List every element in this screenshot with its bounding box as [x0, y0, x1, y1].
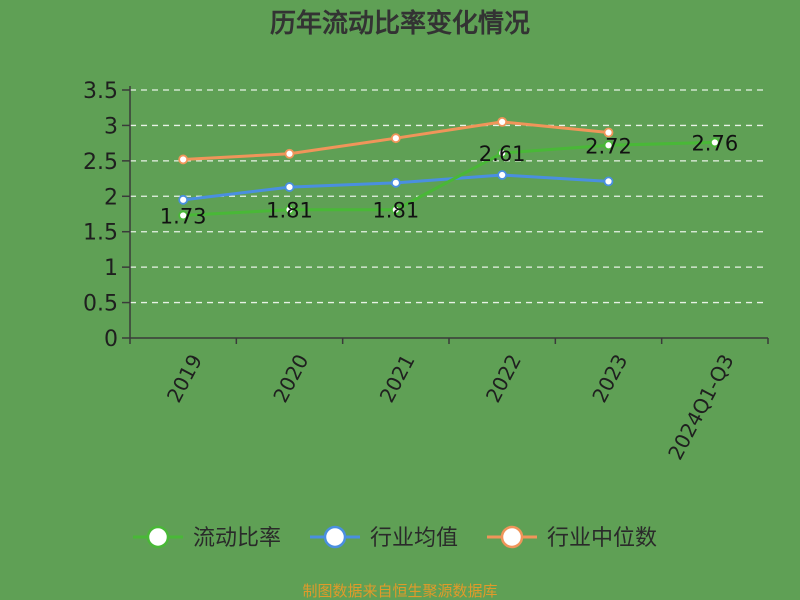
data-point: [603, 127, 614, 138]
data-point: [497, 116, 508, 127]
legend-item: 行业中位数: [487, 525, 657, 551]
data-point: [178, 194, 189, 205]
legend-label: 流动比率: [193, 526, 281, 551]
chart-title: 历年流动比率变化情况: [270, 8, 530, 39]
series-line: [183, 140, 715, 217]
y-tick-label: 0: [104, 327, 118, 352]
y-tick-label: 0.5: [83, 292, 118, 317]
data-label: 2.76: [691, 131, 738, 155]
data-point: [497, 170, 508, 180]
x-tick-label: 2022: [481, 350, 526, 406]
data-label: 2.61: [479, 142, 526, 166]
x-tick-label: 2023: [587, 350, 632, 406]
data-point: [178, 154, 189, 165]
data-label: 2.72: [585, 134, 632, 158]
y-tick-label: 1: [104, 256, 118, 281]
data-point: [284, 182, 295, 192]
y-tick-label: 2.5: [83, 150, 118, 175]
legend-item: 行业均值: [310, 525, 458, 551]
x-tick-label: 2021: [375, 350, 420, 406]
y-tick-label: 2: [104, 185, 118, 210]
data-point: [390, 133, 401, 144]
legend-marker: [323, 525, 347, 549]
series-lines: [182, 120, 715, 217]
y-axis-ticks: 0 0.5 1 1.5 2 2.5 3 3.5: [83, 79, 130, 352]
data-point: [603, 140, 614, 151]
x-axis-ticks: 2019 2020 2021 2022 2023 2024Q1-Q3: [129, 338, 769, 464]
x-tick-label: 2024Q1-Q3: [663, 350, 739, 463]
y-tick-label: 3: [104, 114, 118, 139]
data-point: [390, 204, 401, 215]
y-tick-label: 1.5: [83, 221, 118, 246]
x-tick-label: 2019: [162, 350, 207, 406]
data-point: [390, 177, 401, 188]
data-label: 1.81: [372, 199, 419, 223]
y-tick-label: 3.5: [83, 79, 118, 104]
legend-label: 行业中位数: [547, 526, 657, 551]
data-point: [284, 204, 295, 215]
series-points: [178, 116, 720, 221]
data-point: [497, 148, 508, 158]
watermark: 制图数据来自恒生聚源数据库: [302, 582, 497, 600]
data-point: [709, 137, 720, 148]
grid-lines: [130, 89, 768, 304]
legend-marker: [146, 525, 170, 549]
legend: 流动比率 行业均值 行业中位数: [133, 525, 657, 551]
data-labels: 1.73 1.81 1.81 2.61 2.72 2.76: [160, 131, 738, 228]
legend-item: 流动比率: [133, 525, 281, 551]
data-label: 1.73: [160, 204, 207, 228]
data-point: [178, 210, 189, 221]
legend-label: 行业均值: [370, 526, 458, 551]
data-point: [284, 148, 295, 159]
data-point: [603, 176, 614, 187]
data-label: 1.81: [266, 199, 313, 223]
legend-marker: [500, 525, 524, 549]
x-tick-label: 2020: [268, 350, 313, 406]
